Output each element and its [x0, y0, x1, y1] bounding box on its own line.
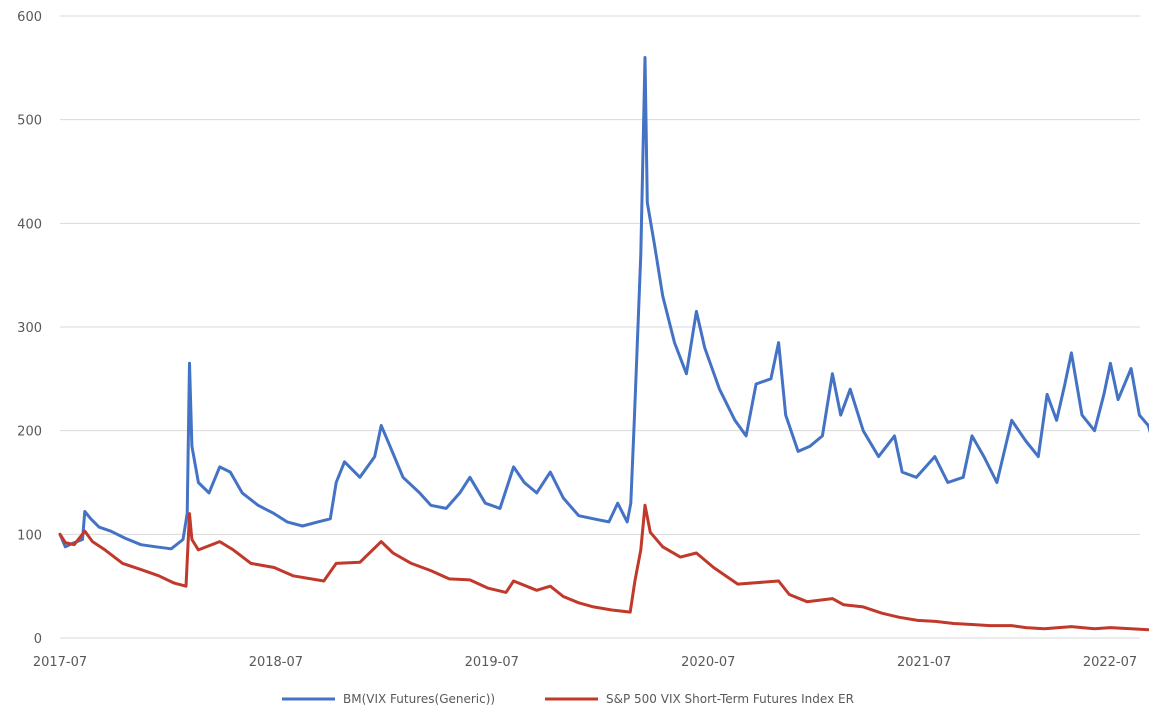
y-tick-label: 500: [17, 114, 42, 129]
legend-label-1: BM(VIX Futures(Generic)): [343, 692, 495, 706]
x-tick-label: 2020-07: [681, 655, 735, 670]
legend: BM(VIX Futures(Generic)) S&P 500 VIX Shor…: [282, 692, 854, 706]
y-tick-label: 200: [17, 425, 42, 440]
y-tick-label: 400: [17, 217, 42, 232]
series-line-1: [58, 56, 1149, 551]
series-line-2: [58, 503, 1149, 632]
y-axis-tick-labels: 0 100 200 300 400 500 600: [17, 10, 42, 647]
gridlines: [60, 15, 1140, 639]
y-tick-label: 100: [17, 528, 42, 543]
y-tick-label: 600: [17, 10, 42, 25]
x-axis-tick-labels: 2017-07 2018-07 2019-07 2020-07 2021-07 2022-…: [33, 655, 1137, 670]
y-tick-label: 300: [17, 321, 42, 336]
x-tick-label: 2022-07: [1083, 655, 1137, 670]
x-tick-label: 2017-07: [33, 655, 87, 670]
series-lines: [58, 56, 1149, 632]
x-tick-label: 2019-07: [465, 655, 519, 670]
y-tick-label: 0: [34, 632, 42, 647]
legend-label-2: S&P 500 VIX Short-Term Futures Index ER: [606, 692, 854, 706]
x-tick-label: 2021-07: [897, 655, 951, 670]
x-tick-label: 2018-07: [249, 655, 303, 670]
